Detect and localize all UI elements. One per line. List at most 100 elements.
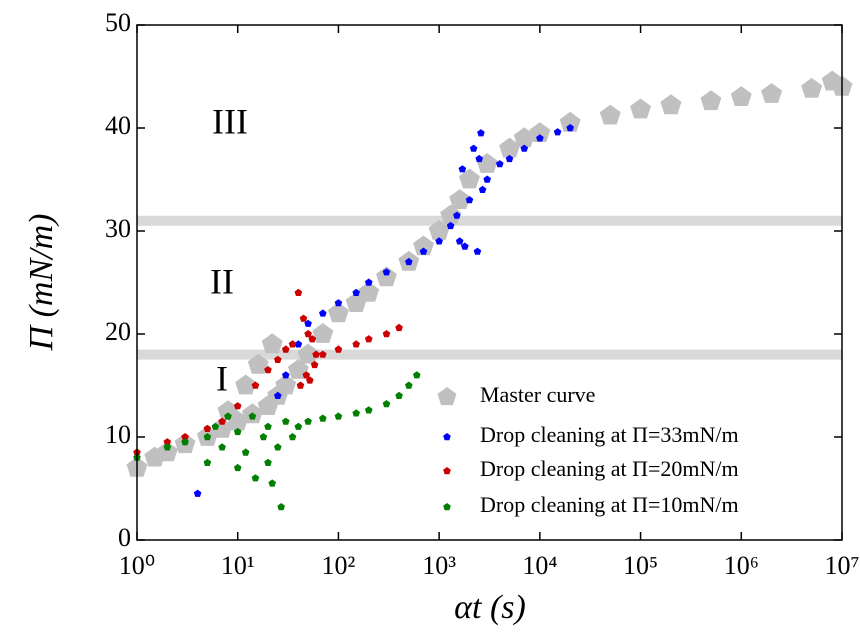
point — [261, 333, 283, 354]
region-label: II — [210, 261, 234, 301]
x-tick-label: 10⁴ — [522, 551, 557, 580]
point — [308, 335, 317, 343]
y-axis-label: Π (mN/m) — [23, 214, 60, 352]
x-tick-label: 10² — [322, 551, 356, 580]
legend-label: Drop cleaning at Π=10mN/m — [480, 492, 739, 517]
series — [133, 288, 403, 456]
point — [251, 474, 260, 482]
point — [599, 104, 621, 125]
point — [334, 345, 343, 353]
point — [478, 185, 487, 193]
point — [473, 247, 482, 255]
point — [294, 422, 303, 430]
point — [536, 134, 544, 142]
region-label: I — [216, 358, 228, 398]
x-tick-label: 10¹ — [221, 551, 255, 580]
series — [193, 124, 574, 497]
point — [312, 323, 334, 343]
point — [274, 391, 282, 399]
point — [334, 412, 343, 420]
point — [302, 371, 311, 379]
point — [288, 340, 297, 348]
point — [268, 479, 276, 487]
point — [364, 335, 373, 343]
point — [275, 374, 297, 395]
x-tick-label: 10⁶ — [724, 551, 759, 580]
point — [559, 111, 581, 132]
point — [304, 319, 312, 327]
y-tick-label: 50 — [105, 8, 131, 37]
point — [465, 196, 474, 204]
point — [801, 77, 823, 98]
legend-label: Master curve — [480, 382, 595, 407]
point — [352, 288, 360, 296]
point — [395, 391, 403, 399]
point — [419, 247, 428, 255]
point — [203, 433, 212, 441]
x-tick-label: 10⁷ — [824, 551, 859, 580]
point — [312, 350, 320, 358]
point — [163, 438, 172, 446]
point — [700, 90, 722, 111]
point — [358, 281, 380, 302]
point — [218, 417, 226, 425]
y-tick-label: 30 — [105, 214, 131, 243]
y-tick-label: 20 — [105, 317, 131, 346]
point — [296, 381, 305, 389]
plot-frame — [136, 24, 843, 541]
point — [475, 154, 483, 163]
point — [310, 360, 319, 369]
point — [376, 266, 397, 287]
point — [288, 433, 297, 441]
legend-marker — [443, 503, 451, 511]
point — [163, 443, 172, 451]
point — [513, 127, 535, 148]
point — [761, 83, 783, 103]
point — [304, 330, 312, 338]
point — [413, 371, 421, 379]
point — [505, 154, 514, 163]
point — [395, 323, 403, 332]
x-tick-label: 10³ — [422, 551, 456, 580]
region-label: III — [212, 101, 248, 141]
y-tick-label: 40 — [105, 111, 131, 140]
point — [241, 448, 250, 456]
legend-label: Drop cleaning at Π=33mN/m — [480, 422, 739, 447]
point — [297, 343, 319, 364]
point — [405, 257, 413, 266]
x-tick-label: 10⁵ — [623, 551, 658, 580]
point — [477, 129, 485, 137]
legend-marker — [443, 433, 451, 441]
point — [277, 503, 285, 511]
point — [730, 86, 752, 106]
point — [458, 165, 467, 173]
point — [405, 381, 413, 389]
point — [352, 409, 360, 417]
point — [203, 424, 212, 432]
point — [264, 422, 272, 430]
point — [553, 128, 562, 136]
point — [413, 235, 434, 256]
point — [364, 406, 373, 414]
point — [156, 441, 178, 462]
point — [566, 124, 574, 132]
point — [193, 489, 202, 497]
point — [352, 340, 360, 348]
point — [211, 422, 220, 430]
point — [483, 175, 491, 183]
point — [233, 427, 242, 436]
point — [274, 443, 282, 451]
point — [455, 237, 464, 245]
point — [181, 438, 189, 446]
point — [449, 189, 471, 209]
point — [446, 221, 455, 230]
point — [282, 345, 290, 353]
point — [461, 242, 469, 250]
point — [334, 299, 343, 307]
point — [382, 400, 391, 408]
x-tick-label: 10⁰ — [119, 551, 155, 580]
point — [259, 433, 268, 441]
point — [218, 443, 226, 451]
y-tick-label: 10 — [105, 420, 131, 449]
point — [306, 376, 314, 384]
